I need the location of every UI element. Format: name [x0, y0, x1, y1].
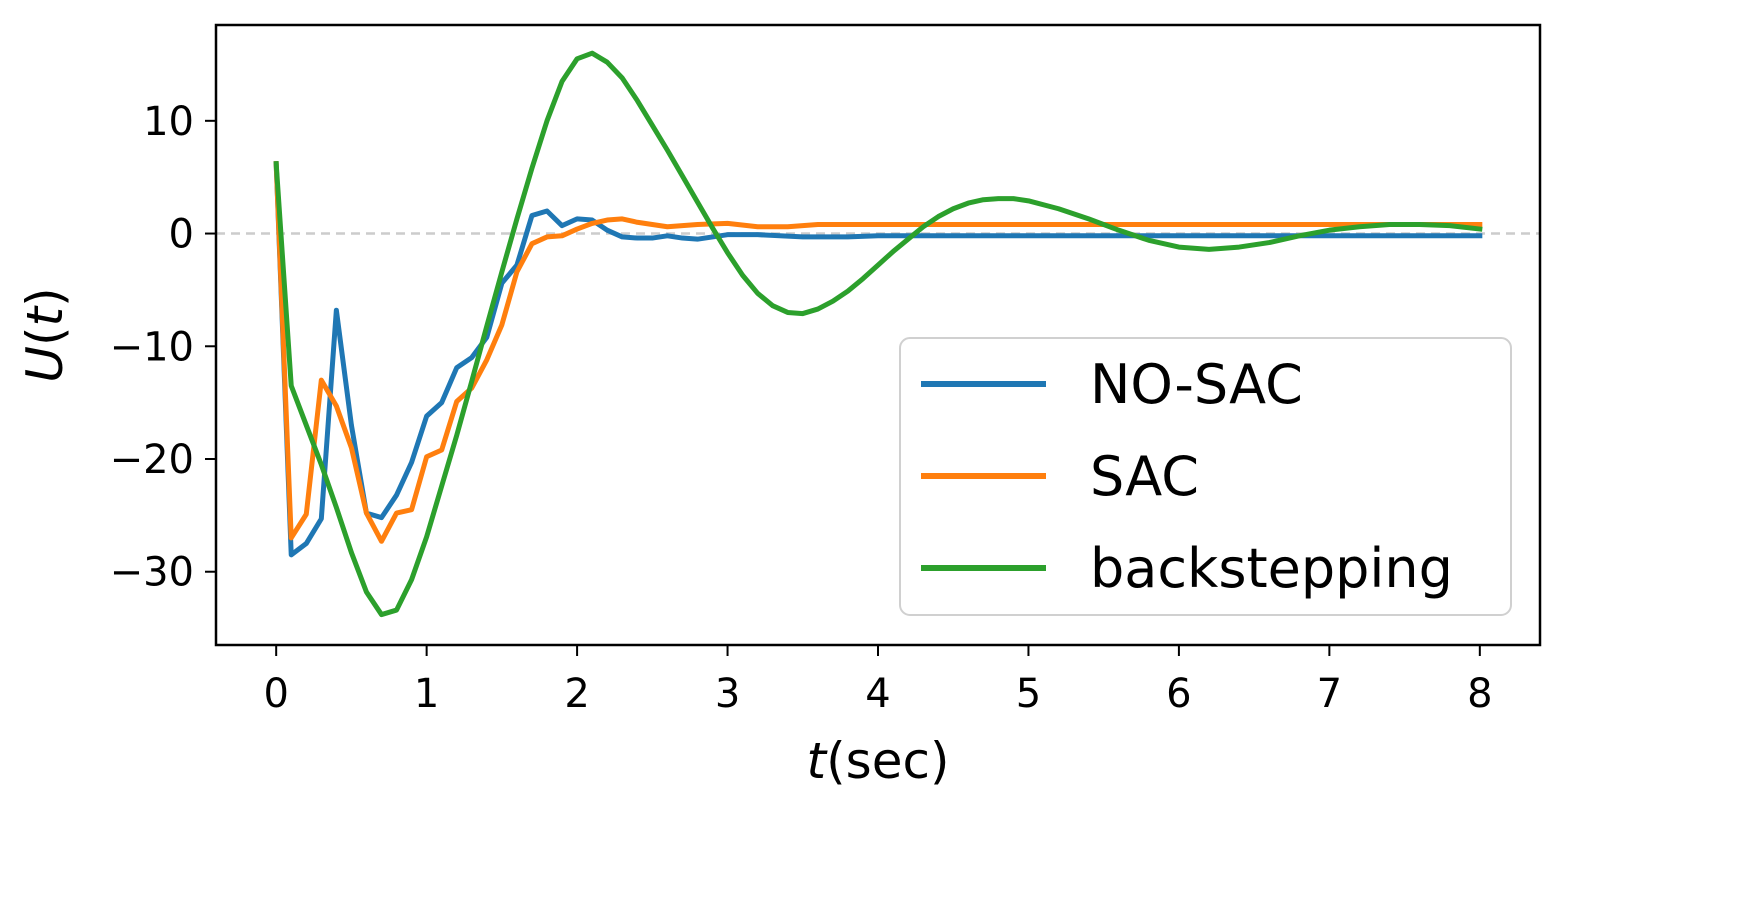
legend-label-sac: SAC: [1090, 445, 1199, 508]
y-axis-label-arg: t: [16, 305, 74, 327]
legend: NO-SAC SAC backstepping: [899, 337, 1512, 616]
legend-label-backstepping: backstepping: [1090, 537, 1453, 600]
y-tick-label: 0: [169, 212, 194, 258]
y-tick-label: −10: [110, 324, 194, 370]
series-line-backstepping: [273, 50, 1483, 618]
x-tick-label: 1: [414, 671, 439, 717]
series-layer: [273, 50, 1483, 618]
x-axis-label-var: t: [807, 732, 829, 790]
x-tick-label: 7: [1317, 671, 1342, 717]
y-tick-label: 10: [143, 99, 194, 145]
x-tick-label: 8: [1467, 671, 1492, 717]
y-tick-label: −20: [110, 437, 194, 483]
legend-label-no-sac: NO-SAC: [1090, 353, 1303, 416]
x-axis-label-unit: (sec): [826, 732, 949, 790]
x-tick-label: 3: [715, 671, 740, 717]
x-axis-label: t(sec): [807, 732, 950, 790]
x-tick-label: 4: [865, 671, 890, 717]
x-tick-label: 2: [564, 671, 589, 717]
y-axis-label: U(t): [16, 287, 74, 382]
y-tick-label: −30: [110, 550, 194, 596]
y-axis-label-paren-close: ): [16, 287, 74, 307]
y-axis-label-var: U: [16, 346, 74, 383]
y-axis-label-paren-open: (: [16, 327, 74, 347]
x-tick-label: 6: [1166, 671, 1191, 717]
series-line-no-sac: [273, 161, 1483, 558]
x-tick-label: 0: [263, 671, 288, 717]
series-line-sac: [273, 161, 1483, 544]
x-tick-label: 5: [1016, 671, 1041, 717]
ticks-layer: 0 1 2 3 4 5 6 7 8 −30 −20 −10 0 10: [110, 99, 1493, 717]
legend-box: [899, 337, 1512, 616]
